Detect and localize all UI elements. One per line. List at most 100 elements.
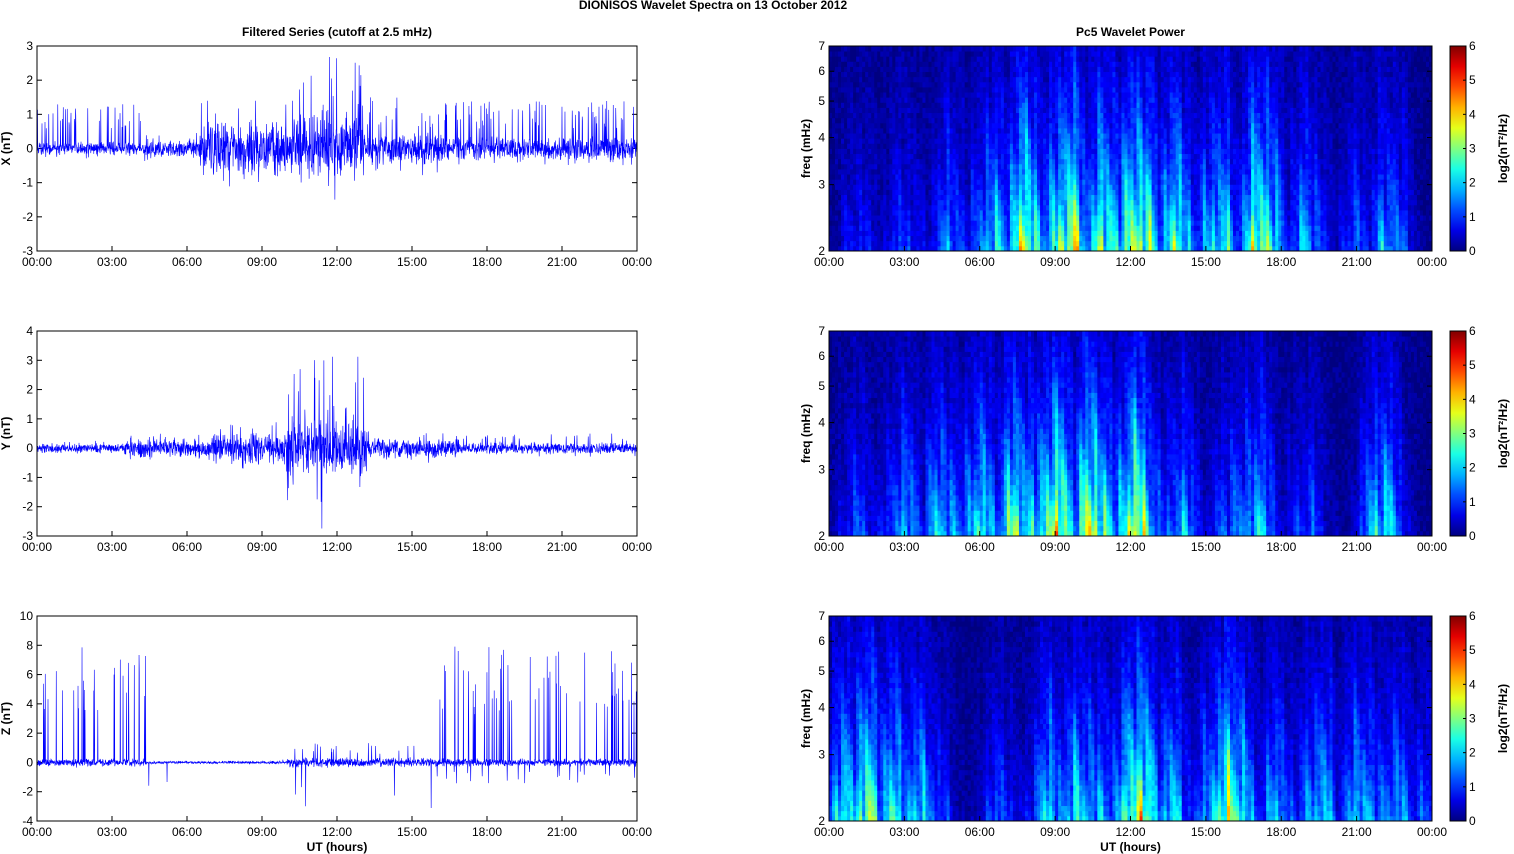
x-tick-label: 03:00 [97, 255, 127, 269]
x-tick-label: 12:00 [322, 540, 352, 554]
y-tick-label: -2 [22, 210, 33, 224]
colorbar-tick-label: 1 [1469, 210, 1476, 224]
y-tick-label: -2 [22, 785, 33, 799]
y-tick-label: 4 [818, 131, 825, 145]
colorbar-tick-label: 4 [1469, 392, 1476, 406]
y-tick-label: 6 [818, 634, 825, 648]
colorbar-label: log2(nT²/Hz) [1496, 684, 1510, 753]
y-tick-label: 1 [26, 412, 33, 426]
colorbar-tick-label: 4 [1469, 107, 1476, 121]
y-axis-label: freq (mHz) [799, 404, 813, 463]
series-line [36, 646, 638, 809]
colorbar-label: log2(nT²/Hz) [1496, 399, 1510, 468]
y-tick-label: 5 [818, 94, 825, 108]
x-tick-label: 18:00 [472, 540, 502, 554]
x-tick-label: 18:00 [1266, 825, 1296, 839]
x-tick-label: 06:00 [172, 255, 202, 269]
x-tick-label: 00:00 [622, 825, 652, 839]
x-tick-label: 21:00 [547, 825, 577, 839]
plot-area [37, 616, 637, 821]
y-tick-label: 6 [26, 668, 33, 682]
x-tick-label: 00:00 [1417, 825, 1447, 839]
colorbar-tick-label: 2 [1469, 176, 1476, 190]
x-tick-label: 00:00 [1417, 255, 1447, 269]
y-tick-label: 5 [818, 664, 825, 678]
x-tick-label: 00:00 [22, 255, 52, 269]
colorbar-tick-label: 5 [1469, 73, 1476, 87]
x-tick-label: 21:00 [547, 255, 577, 269]
colorbar-label: log2(nT²/Hz) [1496, 114, 1510, 183]
y-tick-label: 0 [26, 441, 33, 455]
x-tick-label: 09:00 [1040, 540, 1070, 554]
x-tick-label: 00:00 [622, 255, 652, 269]
x-tick-label: 09:00 [1040, 825, 1070, 839]
y-tick-label: -4 [22, 814, 33, 828]
x-tick-label: 21:00 [547, 540, 577, 554]
y-tick-label: -2 [22, 500, 33, 514]
x-axis-label: UT (hours) [307, 840, 368, 854]
x-tick-label: 00:00 [1417, 540, 1447, 554]
x-tick-label: 00:00 [622, 540, 652, 554]
wavelet-heatmap-2: 2 3 4 5 6 7 00:00 03:00 06:00 09:00 12:00 15:00 18:0… [799, 324, 1510, 554]
x-tick-label: 03:00 [97, 825, 127, 839]
y-tick-label: 0 [26, 755, 33, 769]
line-chart-z: -4 -2 0 2 4 6 8 10 00:00 03:00 06:00 09:00 12:00 15:0… [0, 609, 652, 854]
figure-title: DIONISOS Wavelet Spectra on 13 October 2… [579, 0, 848, 12]
y-axis-label: X (nT) [0, 132, 13, 166]
chart-title: Filtered Series (cutoff at 2.5 mHz) [242, 25, 432, 39]
colorbar: 0 1 2 3 4 5 6 log2(nT²/Hz) [1449, 609, 1510, 828]
x-tick-label: 06:00 [965, 540, 995, 554]
x-tick-label: 12:00 [322, 825, 352, 839]
colorbar-tick-label: 6 [1469, 324, 1476, 338]
y-tick-label: 2 [818, 529, 825, 543]
x-tick-label: 00:00 [814, 825, 844, 839]
x-tick-label: 15:00 [1191, 825, 1221, 839]
y-tick-label: 7 [818, 609, 825, 623]
y-tick-label: 2 [818, 814, 825, 828]
y-tick-label: 3 [818, 178, 825, 192]
x-tick-label: 09:00 [247, 540, 277, 554]
y-tick-label: 6 [818, 64, 825, 78]
x-tick-label: 18:00 [1266, 540, 1296, 554]
heatmap-cells [829, 331, 1433, 537]
y-tick-label: 4 [818, 701, 825, 715]
colorbar-tick-label: 0 [1469, 529, 1476, 543]
y-tick-label: 8 [26, 638, 33, 652]
x-tick-label: 21:00 [1342, 255, 1372, 269]
x-tick-label: 03:00 [889, 255, 919, 269]
y-tick-label: 4 [26, 324, 33, 338]
x-tick-label: 03:00 [889, 540, 919, 554]
colorbar-tick-label: 5 [1469, 643, 1476, 657]
x-tick-label: 06:00 [965, 825, 995, 839]
y-tick-label: 2 [26, 73, 33, 87]
line-chart-x: -3 -2 -1 0 1 2 3 00:00 03:00 06:00 09:00 12:00 15:00… [0, 25, 652, 269]
x-tick-label: 00:00 [814, 255, 844, 269]
series-line [36, 56, 638, 200]
x-tick-label: 15:00 [397, 540, 427, 554]
x-tick-label: 03:00 [97, 540, 127, 554]
y-axis-label: freq (mHz) [799, 689, 813, 748]
y-tick-label: 4 [26, 697, 33, 711]
colorbar-tick-label: 1 [1469, 780, 1476, 794]
x-tick-label: 12:00 [1115, 825, 1145, 839]
y-tick-label: 2 [818, 244, 825, 258]
x-tick-label: 12:00 [322, 255, 352, 269]
heatmap-cells [829, 46, 1433, 252]
wavelet-heatmap-1: 2 3 4 5 6 7 00:00 03:00 06:00 09:00 12:00 15:00 18:0… [799, 25, 1510, 269]
colorbar-tick-label: 6 [1469, 39, 1476, 53]
y-tick-label: 5 [818, 379, 825, 393]
y-tick-label: 2 [26, 726, 33, 740]
x-tick-label: 15:00 [397, 255, 427, 269]
series-line [36, 356, 638, 529]
x-tick-label: 06:00 [965, 255, 995, 269]
x-tick-label: 21:00 [1342, 825, 1372, 839]
x-tick-label: 00:00 [22, 540, 52, 554]
chart-title: Pc5 Wavelet Power [1076, 25, 1185, 39]
x-tick-label: 06:00 [172, 540, 202, 554]
y-axis-label: freq (mHz) [799, 119, 813, 178]
colorbar-tick-label: 3 [1469, 427, 1476, 441]
y-tick-label: -1 [22, 470, 33, 484]
wavelet-heatmap-3: 2 3 4 5 6 7 00:00 03:00 06:00 09:00 12:00 15:00 18:0… [799, 609, 1510, 854]
x-tick-label: 15:00 [1191, 255, 1221, 269]
line-chart-y: -3 -2 -1 0 1 2 3 4 00:00 03:00 06:00 09:00 12:00 15:0… [0, 324, 652, 554]
